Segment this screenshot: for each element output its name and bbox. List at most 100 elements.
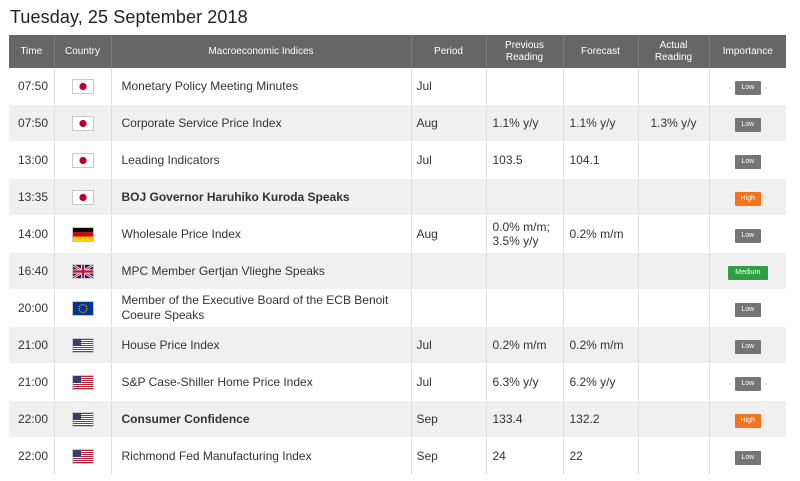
event-period: Jul	[410, 141, 486, 179]
importance-badge: Low	[734, 80, 761, 95]
header-forecast[interactable]: Forecast	[563, 35, 639, 68]
event-time: 20:00	[9, 289, 54, 327]
event-actual	[637, 326, 709, 364]
table-row[interactable]: 21:00 House Price Index Jul 0.2% m/m 0.2…	[9, 326, 786, 364]
event-time: 13:35	[9, 178, 54, 216]
importance-badge: Low	[734, 154, 761, 169]
event-time: 14:00	[9, 215, 54, 253]
table-row[interactable]: 07:50 Corporate Service Price Index Aug …	[9, 104, 786, 142]
event-forecast	[562, 178, 638, 216]
event-forecast: 104.1	[562, 141, 638, 179]
table-row[interactable]: 20:00 Member of the Executive Board of t…	[9, 289, 786, 327]
importance-badge: Low	[734, 228, 761, 243]
event-name[interactable]: Monetary Policy Meeting Minutes	[110, 68, 411, 105]
event-name[interactable]: Consumer Confidence	[110, 400, 411, 438]
event-period	[410, 252, 486, 290]
event-period	[410, 289, 486, 327]
importance-cell: Low	[708, 437, 786, 475]
country-cell	[53, 252, 111, 290]
event-name-line-1: Member of the Executive Board of the ECB…	[121, 293, 389, 307]
event-forecast: 6.2% y/y	[562, 363, 638, 401]
importance-cell: Low	[708, 141, 786, 179]
event-name[interactable]: Richmond Fed Manufacturing Index	[110, 437, 411, 475]
importance-badge: Low	[734, 302, 761, 317]
event-name[interactable]: Wholesale Price Index	[110, 215, 411, 253]
event-time: 07:50	[9, 104, 54, 142]
table-row[interactable]: 22:00 Consumer Confidence Sep 133.4 132.…	[9, 400, 786, 438]
table-row[interactable]: 21:00 S&P Case-Shiller Home Price Index …	[9, 363, 786, 401]
table-header-row: Time Country Macroeconomic Indices Perio…	[9, 35, 786, 68]
event-name[interactable]: MPC Member Gertjan Vlieghe Speaks	[110, 252, 411, 290]
event-actual	[637, 215, 709, 253]
header-country[interactable]: Country	[54, 35, 112, 68]
country-cell	[53, 400, 111, 438]
us-flag-icon	[71, 374, 94, 390]
germany-flag-icon	[71, 226, 94, 242]
event-time: 13:00	[9, 141, 54, 179]
event-name[interactable]: House Price Index	[110, 326, 411, 364]
header-period[interactable]: Period	[411, 35, 487, 68]
header-time[interactable]: Time	[9, 35, 55, 68]
event-actual: 1.3% y/y	[637, 104, 709, 142]
header-indices[interactable]: Macroeconomic Indices	[111, 35, 412, 68]
previous-line-1: 0.0% m/m;	[492, 220, 550, 234]
event-actual	[637, 289, 709, 327]
event-period: Jul	[410, 326, 486, 364]
event-actual	[637, 252, 709, 290]
header-previous[interactable]: Previous Reading	[486, 35, 564, 68]
event-time: 07:50	[9, 68, 54, 105]
japan-flag-icon	[71, 78, 94, 94]
us-flag-icon	[71, 448, 94, 464]
importance-cell: High	[708, 178, 786, 216]
importance-cell: Low	[708, 215, 786, 253]
table-row[interactable]: 13:00 Leading Indicators Jul 103.5 104.1…	[9, 141, 786, 179]
event-forecast: 0.2% m/m	[562, 326, 638, 364]
importance-cell: Low	[708, 289, 786, 327]
event-previous: 103.5	[485, 141, 563, 179]
table-row[interactable]: 14:00 Wholesale Price Index Aug 0.0% m/m…	[9, 215, 786, 253]
event-actual	[637, 178, 709, 216]
event-actual	[637, 400, 709, 438]
event-previous	[485, 252, 563, 290]
economic-calendar-table: Time Country Macroeconomic Indices Perio…	[9, 35, 786, 475]
country-cell	[53, 326, 111, 364]
event-previous: 0.0% m/m; 3.5% y/y	[485, 215, 563, 253]
event-forecast: 132.2	[562, 400, 638, 438]
event-period: Jul	[410, 363, 486, 401]
country-cell	[53, 215, 111, 253]
event-time: 22:00	[9, 400, 54, 438]
event-actual	[637, 437, 709, 475]
event-period	[410, 178, 486, 216]
country-cell	[53, 141, 111, 179]
event-previous: 133.4	[485, 400, 563, 438]
japan-flag-icon	[71, 115, 94, 131]
event-forecast	[562, 68, 638, 105]
table-row[interactable]: 07:50 Monetary Policy Meeting Minutes Ju…	[9, 68, 786, 105]
country-cell	[53, 289, 111, 327]
table-row[interactable]: 13:35 BOJ Governor Haruhiko Kuroda Speak…	[9, 178, 786, 216]
country-cell	[53, 178, 111, 216]
event-name[interactable]: Member of the Executive Board of the ECB…	[110, 289, 411, 327]
country-cell	[53, 363, 111, 401]
event-actual	[637, 141, 709, 179]
event-name-line-2: Coeure Speaks	[121, 308, 205, 322]
event-forecast	[562, 252, 638, 290]
event-time: 21:00	[9, 363, 54, 401]
importance-cell: Low	[708, 326, 786, 364]
table-row[interactable]: 16:40 MPC Member Gertjan Vlieghe Speaks …	[9, 252, 786, 290]
eu-flag-icon	[71, 300, 94, 316]
event-forecast: 0.2% m/m	[562, 215, 638, 253]
country-cell	[53, 437, 111, 475]
page-title: Tuesday, 25 September 2018	[10, 7, 248, 27]
importance-cell: Low	[708, 104, 786, 142]
importance-badge: Low	[734, 376, 761, 391]
event-time: 16:40	[9, 252, 54, 290]
event-name[interactable]: BOJ Governor Haruhiko Kuroda Speaks	[110, 178, 411, 216]
event-name[interactable]: Corporate Service Price Index	[110, 104, 411, 142]
table-row[interactable]: 22:00 Richmond Fed Manufacturing Index S…	[9, 437, 786, 475]
header-actual[interactable]: Actual Reading	[638, 35, 710, 68]
event-time: 21:00	[9, 326, 54, 364]
event-name[interactable]: Leading Indicators	[110, 141, 411, 179]
header-importance[interactable]: Importance	[709, 35, 786, 68]
event-name[interactable]: S&P Case-Shiller Home Price Index	[110, 363, 411, 401]
